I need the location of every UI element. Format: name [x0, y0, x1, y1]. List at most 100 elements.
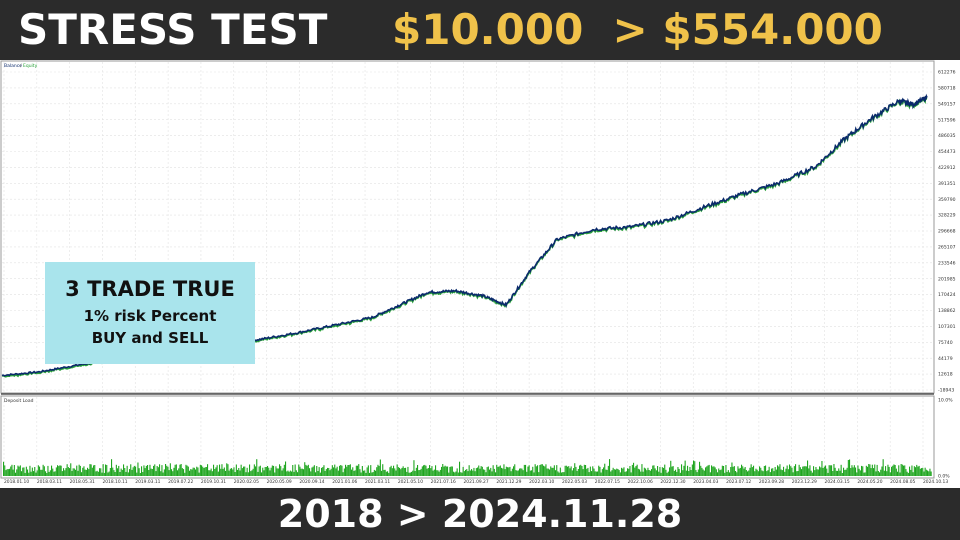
load-bar — [743, 468, 745, 476]
load-bar — [382, 464, 384, 476]
load-bar — [291, 471, 293, 476]
load-bar — [299, 466, 301, 476]
load-bar — [749, 467, 751, 476]
y-tick-label: 296668 — [938, 229, 956, 235]
load-bar — [477, 467, 479, 476]
load-bar — [811, 472, 813, 476]
load-bar — [659, 467, 661, 476]
load-bar — [414, 471, 416, 476]
load-bar — [366, 467, 368, 476]
load-bar — [829, 465, 831, 476]
load-bar — [607, 465, 609, 476]
load-bar — [378, 465, 380, 476]
load-bar — [515, 470, 517, 476]
load-bar — [577, 469, 579, 476]
load-bar — [312, 466, 314, 476]
load-bar — [253, 464, 255, 476]
load-bar — [276, 468, 278, 476]
load-bar — [507, 467, 509, 476]
load-bar — [525, 464, 527, 476]
x-tick-label: 2020.09.14 — [299, 479, 324, 485]
load-bar — [881, 466, 883, 476]
load-bar — [123, 464, 125, 476]
load-bar — [466, 469, 468, 476]
load-bar — [226, 463, 228, 476]
load-bar — [846, 467, 848, 476]
y-tick-label: 549157 — [938, 101, 956, 107]
load-bar — [420, 468, 422, 476]
load-bar — [232, 469, 234, 476]
load-bar — [409, 472, 411, 476]
load-bar — [564, 465, 566, 476]
load-bar — [874, 464, 876, 476]
load-bar — [832, 471, 834, 476]
load-bar — [879, 472, 881, 476]
load-bar — [484, 469, 486, 476]
y-tick-label: -18943 — [938, 388, 954, 394]
load-bar — [235, 464, 237, 476]
load-bar — [711, 465, 713, 476]
load-bar — [636, 464, 638, 476]
load-bar — [313, 465, 315, 476]
y-tick-label: 422912 — [938, 165, 956, 171]
load-bar — [72, 468, 74, 476]
load-bar — [930, 471, 932, 476]
load-bar — [451, 466, 453, 476]
load-bar — [523, 464, 525, 476]
load-bar — [667, 471, 669, 476]
load-bar — [465, 469, 467, 476]
load-bar — [694, 461, 696, 476]
load-bar — [217, 471, 219, 476]
load-bar — [567, 466, 569, 476]
load-bar — [185, 464, 187, 476]
load-bar — [59, 465, 61, 476]
load-bar — [197, 467, 199, 476]
load-bar — [79, 465, 81, 476]
load-bar — [757, 471, 759, 476]
load-bar — [510, 471, 512, 476]
load-bar — [496, 464, 498, 476]
load-bar — [113, 470, 115, 476]
load-bar — [676, 471, 678, 476]
load-bar — [595, 471, 597, 476]
load-bar — [149, 464, 151, 476]
load-bar — [15, 472, 17, 476]
load-bar — [707, 465, 709, 476]
load-bar — [137, 462, 139, 476]
load-bar — [97, 471, 99, 476]
load-bar — [675, 469, 677, 476]
load-bar — [589, 466, 591, 476]
x-tick-label: 2022.07.15 — [595, 479, 620, 485]
load-bar — [307, 464, 309, 476]
load-bar — [357, 465, 359, 476]
load-bar — [429, 465, 431, 476]
load-bar — [733, 466, 735, 476]
load-bar — [198, 472, 200, 476]
load-bar — [891, 466, 893, 476]
load-bar — [549, 469, 551, 476]
load-bar — [360, 472, 362, 476]
load-bar — [54, 471, 56, 476]
load-bar — [323, 465, 325, 476]
load-bar — [804, 466, 806, 476]
load-bar — [381, 470, 383, 476]
load-bar — [657, 466, 659, 476]
load-bar — [24, 472, 26, 476]
load-bar — [669, 467, 671, 476]
load-bar — [624, 471, 626, 476]
load-bar — [543, 465, 545, 476]
load-bar — [175, 464, 177, 476]
load-bar — [136, 472, 138, 476]
load-bar — [850, 468, 852, 476]
load-bar — [617, 469, 619, 476]
load-bar — [301, 468, 303, 476]
load-bar — [642, 471, 644, 476]
load-bar — [658, 471, 660, 476]
load-bar — [96, 470, 98, 476]
load-bar — [747, 471, 749, 476]
load-bar — [34, 467, 36, 476]
load-bar — [843, 467, 845, 476]
load-bar — [231, 468, 233, 476]
load-bar — [570, 466, 572, 476]
load-bar — [171, 469, 173, 476]
